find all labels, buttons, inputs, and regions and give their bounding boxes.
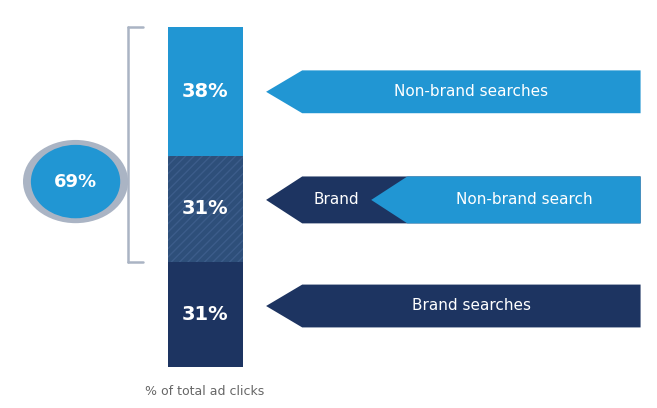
Text: Non-brand search: Non-brand search bbox=[456, 193, 592, 207]
Polygon shape bbox=[266, 285, 641, 327]
Bar bbox=[168, 262, 243, 367]
Polygon shape bbox=[371, 176, 641, 224]
Polygon shape bbox=[266, 176, 641, 224]
Bar bbox=[168, 27, 243, 156]
Ellipse shape bbox=[31, 145, 120, 218]
Bar bbox=[168, 156, 243, 262]
Text: 31%: 31% bbox=[182, 305, 229, 324]
Text: % of total ad clicks: % of total ad clicks bbox=[145, 385, 264, 398]
Text: Brand searches: Brand searches bbox=[412, 299, 531, 313]
Ellipse shape bbox=[23, 140, 128, 223]
Bar bbox=[168, 156, 243, 262]
Text: 69%: 69% bbox=[54, 173, 97, 191]
Text: Non-brand searches: Non-brand searches bbox=[394, 84, 549, 99]
Text: 38%: 38% bbox=[182, 82, 229, 101]
Text: 31%: 31% bbox=[182, 199, 229, 218]
Polygon shape bbox=[266, 70, 641, 113]
Text: Brand: Brand bbox=[314, 193, 359, 207]
